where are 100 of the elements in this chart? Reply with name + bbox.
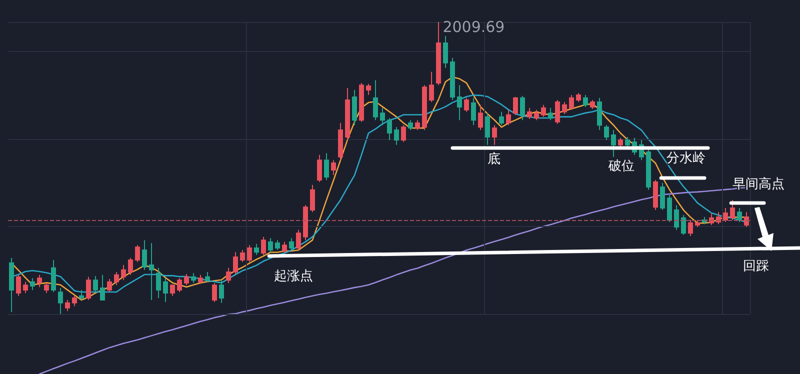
candlestick <box>184 273 189 286</box>
candlestick <box>471 97 476 126</box>
candlestick <box>527 107 532 120</box>
candlestick <box>744 212 749 228</box>
candlestick <box>373 80 378 121</box>
candlestick <box>555 99 560 124</box>
candlestick <box>156 267 161 298</box>
annotation: 早间高点 <box>732 176 784 191</box>
candlestick <box>212 282 217 303</box>
candlestick <box>345 87 350 140</box>
candlestick <box>513 96 518 116</box>
candlestick <box>583 94 588 108</box>
candlestick <box>219 280 224 304</box>
candlestick <box>310 184 315 213</box>
candlestick <box>93 276 98 293</box>
candlestick <box>492 124 497 146</box>
candlestick <box>58 288 63 314</box>
candlestick <box>149 242 154 300</box>
candlestick <box>597 97 602 131</box>
candlestick <box>275 240 280 251</box>
candlestick <box>688 219 693 237</box>
candlestick <box>324 152 329 180</box>
candlestick <box>16 274 21 296</box>
candlestick <box>534 109 539 121</box>
candlestick <box>352 90 357 126</box>
candlestick <box>296 229 301 251</box>
candlestick <box>387 118 392 140</box>
candlestick <box>254 243 259 256</box>
candlestick <box>429 71 434 103</box>
candlestick <box>135 244 140 263</box>
candlestick <box>79 290 84 300</box>
candlestick <box>198 274 203 284</box>
candlestick <box>177 278 182 293</box>
candlestick <box>261 236 266 256</box>
candlestick <box>366 83 371 96</box>
annotation: 回踩 <box>743 258 769 273</box>
candlestick <box>667 194 672 223</box>
candlestick <box>576 92 581 103</box>
candlestick <box>562 102 567 114</box>
candlestick <box>107 278 112 293</box>
candlestick <box>128 257 133 276</box>
annotation: 起涨点 <box>274 268 313 283</box>
candlestick <box>142 240 147 270</box>
candlestick <box>590 99 595 110</box>
candlestick <box>359 82 364 122</box>
candlestick <box>450 57 455 100</box>
candlestick <box>660 182 665 211</box>
candlestick <box>163 278 168 303</box>
annotation: 2009.69 <box>442 18 505 36</box>
candlestick <box>191 272 196 284</box>
candlestick <box>380 107 385 126</box>
candlestick <box>499 111 504 126</box>
candlestick <box>44 282 49 294</box>
candlestick <box>100 274 105 300</box>
candlestick <box>9 257 14 312</box>
candlestick <box>23 281 28 294</box>
candlestick <box>51 259 56 293</box>
candlestick <box>653 179 658 211</box>
candlestick <box>205 271 210 282</box>
candlestick <box>569 94 574 110</box>
candlestick <box>37 274 42 288</box>
candlestick <box>401 124 406 143</box>
candlestick <box>86 276 91 300</box>
candlestick <box>604 124 609 140</box>
candlestick <box>485 112 490 146</box>
candlestick <box>114 271 119 286</box>
candlestick <box>611 130 616 158</box>
candlestick <box>289 238 294 251</box>
candlestick <box>121 264 126 281</box>
candlestick <box>646 147 651 190</box>
annotation: 底 <box>488 150 500 166</box>
candlestick <box>408 120 413 131</box>
candlestick <box>443 36 448 68</box>
candlestick <box>730 200 735 220</box>
candlestick <box>541 104 546 118</box>
candlestick <box>695 219 700 228</box>
candlestick <box>723 208 728 223</box>
candlestick <box>625 136 630 148</box>
candlestick <box>737 208 742 223</box>
annotation: 破位 <box>608 158 635 173</box>
candlestick <box>436 22 441 86</box>
candlestick <box>415 120 420 131</box>
annotation: 分水岭 <box>666 150 706 165</box>
candlestick <box>72 295 77 307</box>
candlestick <box>170 284 175 296</box>
candlestick <box>618 137 623 148</box>
candlestick <box>331 160 336 176</box>
candlestick <box>240 250 245 263</box>
candlestick <box>233 252 238 274</box>
candlestick <box>303 204 308 241</box>
candlestick <box>478 104 483 131</box>
candlestick <box>226 267 231 284</box>
candlestick <box>65 299 70 312</box>
candlestick <box>548 107 553 121</box>
candlestick <box>282 241 287 254</box>
candlestick <box>520 95 525 121</box>
candlestick <box>317 154 322 183</box>
candlestick <box>457 84 462 121</box>
candlestick <box>394 126 399 146</box>
candlestick <box>338 122 343 161</box>
